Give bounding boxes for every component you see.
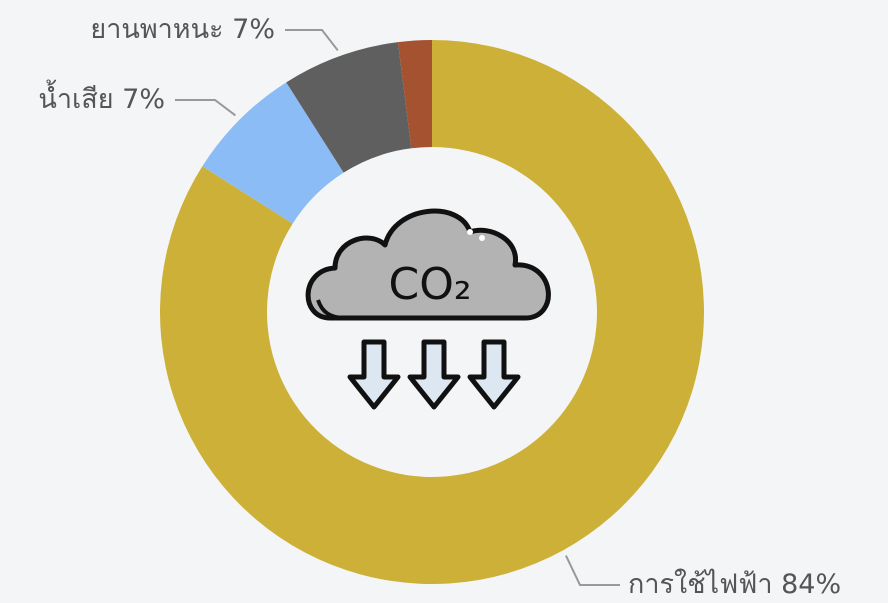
arrow — [347, 339, 401, 410]
slice-label: น้ำเสีย 7% — [38, 79, 165, 115]
highlight — [467, 229, 473, 235]
slice — [202, 82, 344, 224]
donut — [159, 40, 704, 584]
value-label: 84% — [781, 569, 841, 600]
category-name: น้ำเสีย — [38, 79, 113, 115]
cloud-detail — [316, 299, 346, 320]
slice — [397, 40, 432, 149]
leader-line — [175, 99, 237, 117]
leader-line — [565, 555, 620, 586]
value-label: 7% — [122, 84, 165, 115]
arrow — [407, 339, 461, 410]
slice — [159, 40, 704, 584]
co2-icon: CO₂ — [305, 208, 551, 410]
center-label: CO₂ — [389, 259, 472, 310]
value-label: 7% — [232, 14, 275, 45]
category-name: ยานพาหนะ — [90, 14, 223, 45]
slice-label: การใช้ไฟฟ้า 84% — [628, 568, 841, 600]
slice-label: ยานพาหนะ 7% — [90, 14, 275, 45]
arrow — [467, 339, 521, 410]
cloud — [305, 208, 551, 321]
slice — [286, 42, 412, 173]
highlight — [479, 235, 485, 241]
category-name: การใช้ไฟฟ้า — [628, 568, 773, 600]
leader-line — [285, 29, 339, 52]
